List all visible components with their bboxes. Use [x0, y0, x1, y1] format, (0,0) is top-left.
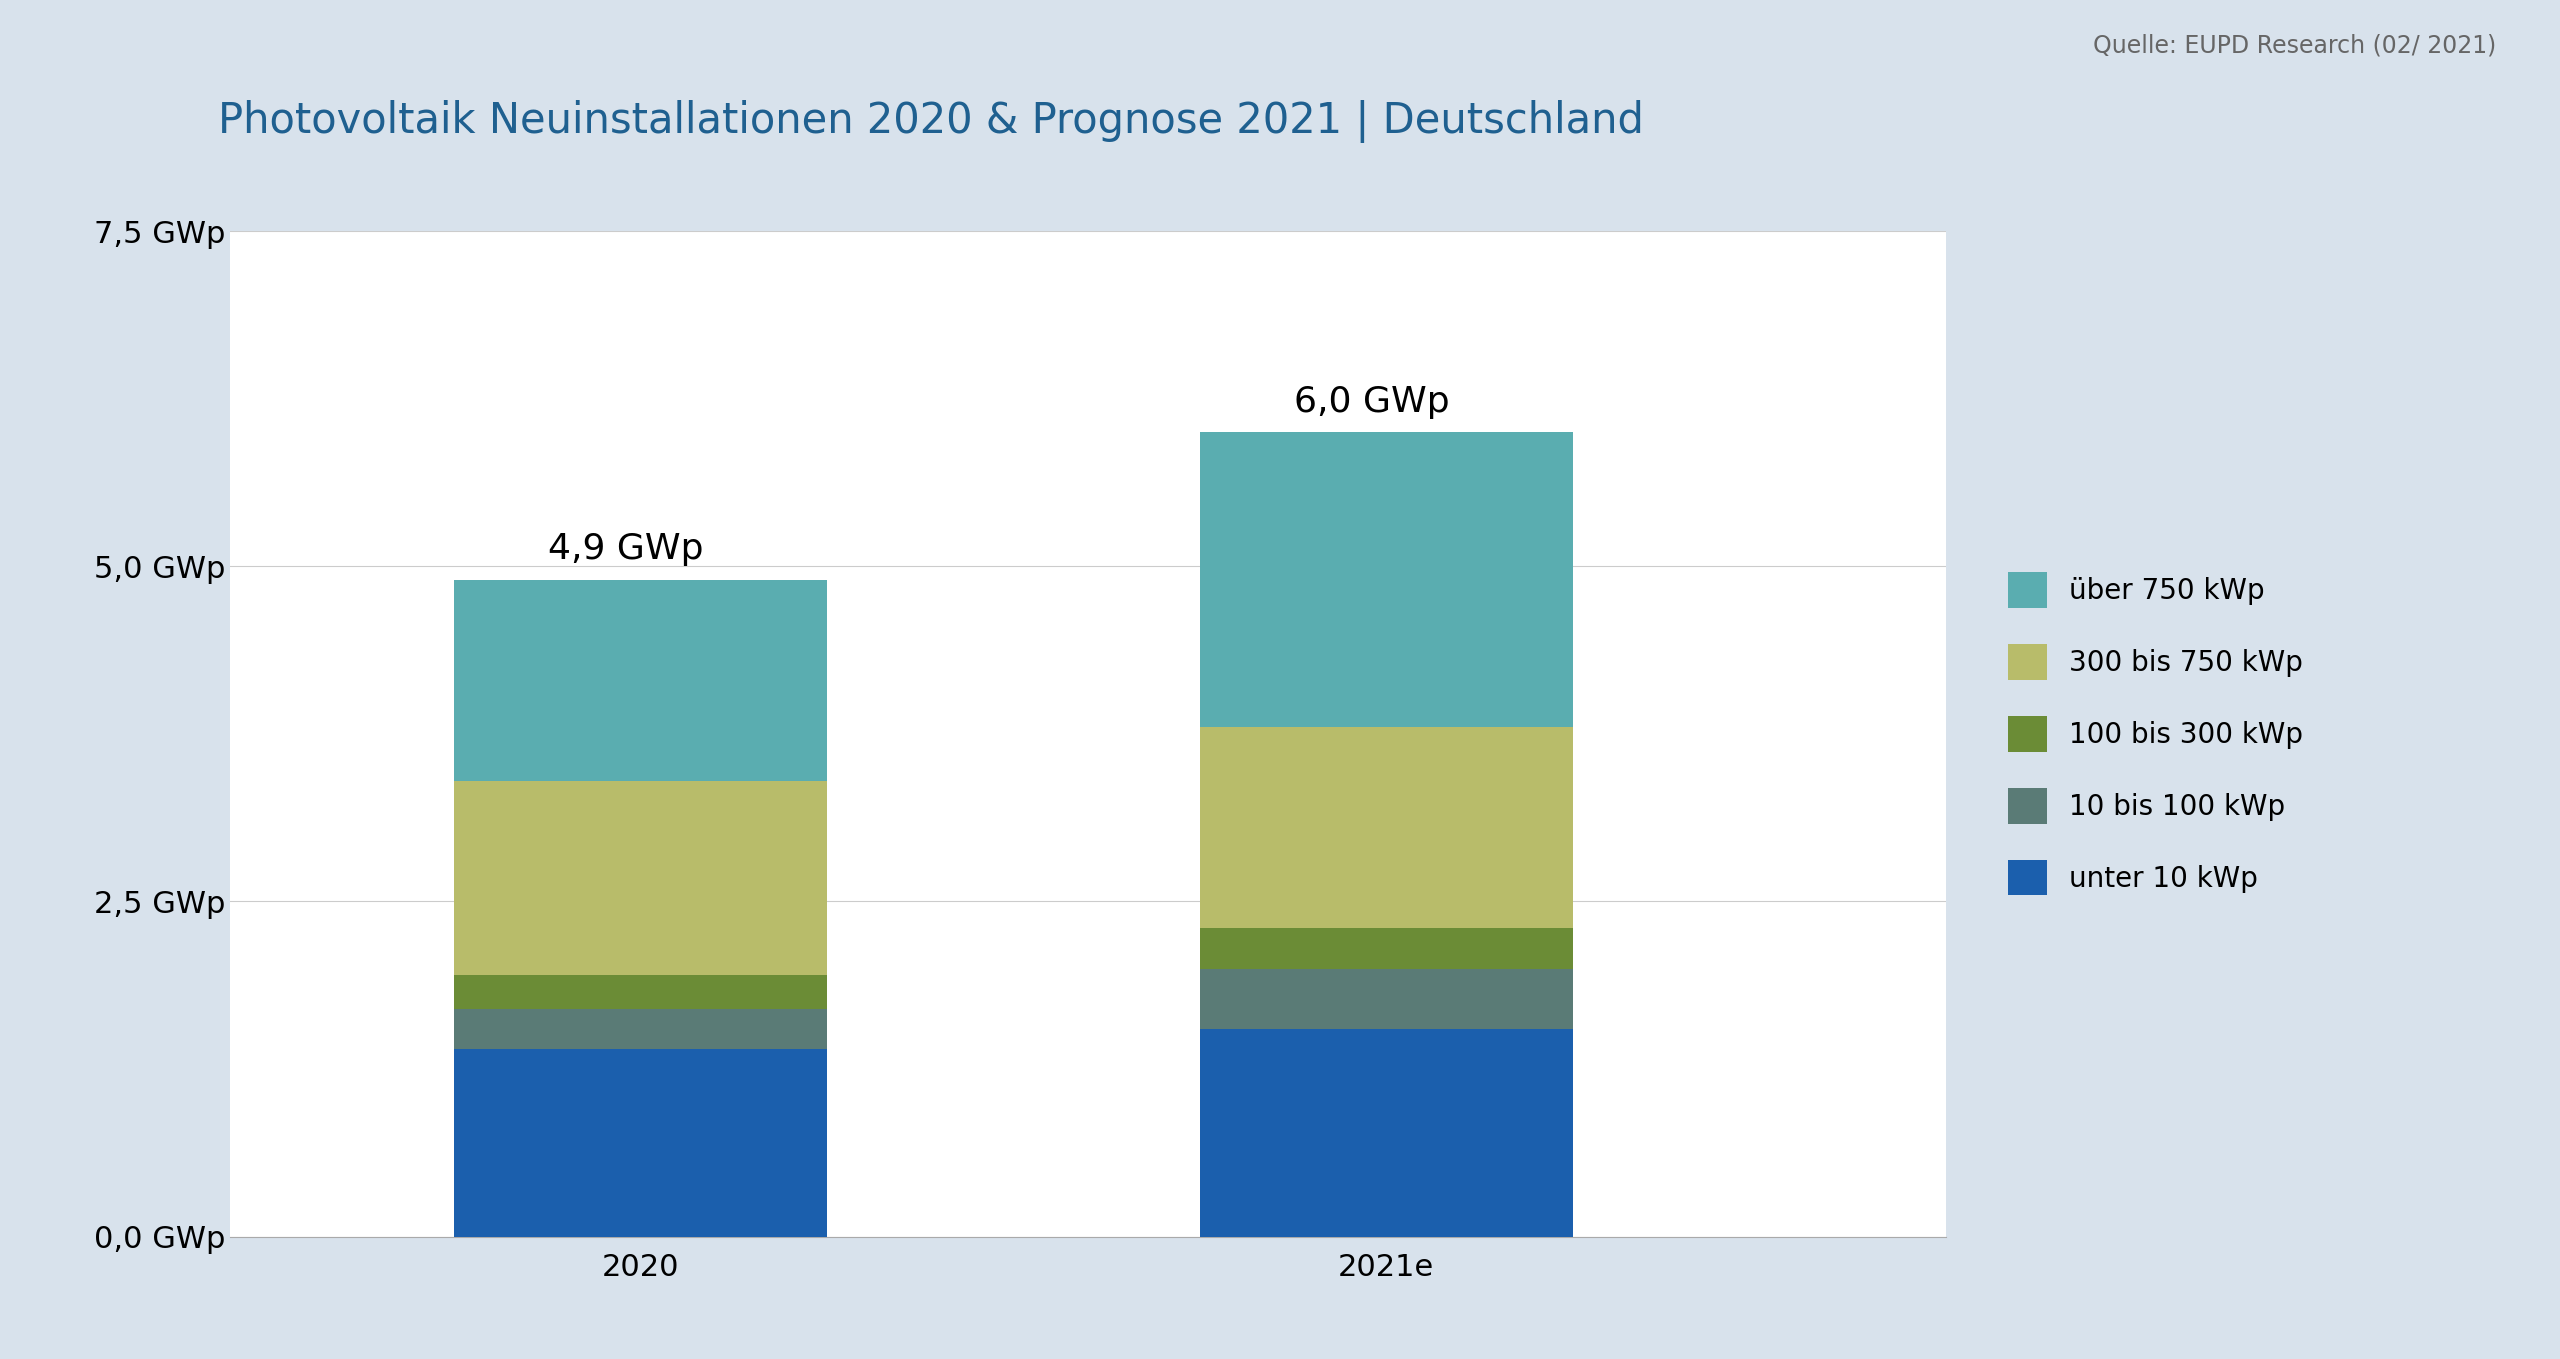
Text: 6,0 GWp: 6,0 GWp — [1293, 385, 1449, 419]
Text: 4,9 GWp: 4,9 GWp — [548, 533, 704, 567]
Bar — [453, 781, 827, 976]
Text: Quelle: EUPD Research (02/ 2021): Quelle: EUPD Research (02/ 2021) — [2092, 34, 2496, 58]
Bar — [453, 580, 827, 781]
Legend: über 750 kWp, 300 bis 750 kWp, 100 bis 300 kWp, 10 bis 100 kWp, unter 10 kWp: über 750 kWp, 300 bis 750 kWp, 100 bis 3… — [1994, 559, 2317, 909]
Bar — [453, 976, 827, 1008]
Bar — [1201, 969, 1572, 1029]
Bar — [1201, 1029, 1572, 1237]
Bar — [1201, 727, 1572, 928]
Text: Photovoltaik Neuinstallationen 2020 & Prognose 2021 | Deutschland: Photovoltaik Neuinstallationen 2020 & Pr… — [218, 99, 1644, 143]
Bar — [1201, 432, 1572, 727]
Bar — [1201, 928, 1572, 969]
Bar — [453, 1008, 827, 1049]
Bar — [453, 1049, 827, 1237]
